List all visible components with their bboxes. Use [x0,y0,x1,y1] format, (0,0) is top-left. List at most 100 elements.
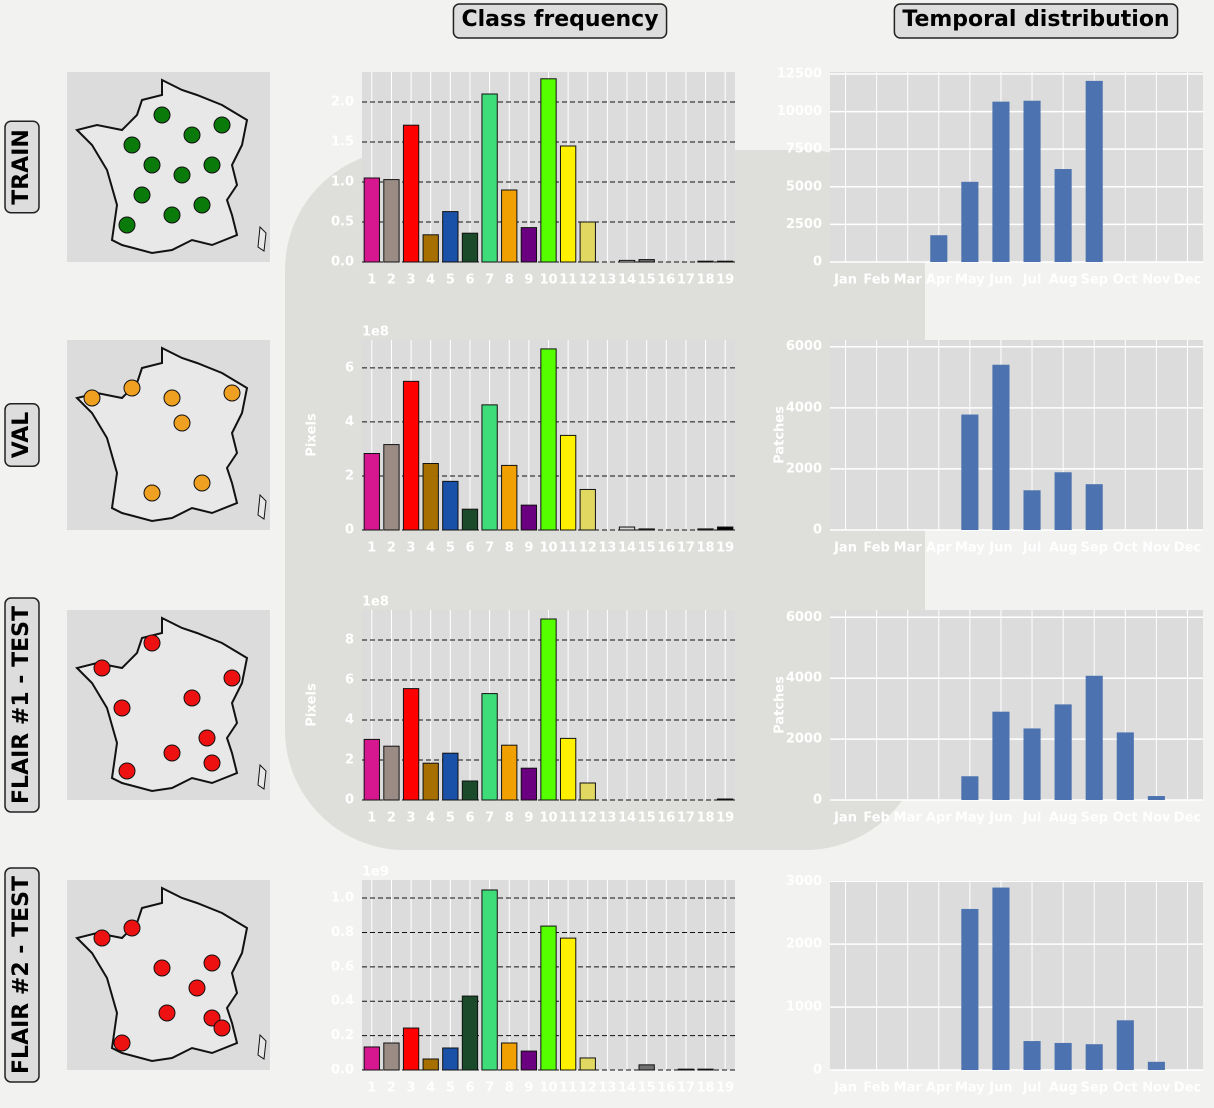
bar [930,235,948,262]
bar [559,737,577,801]
y-tick-label: 7500 [786,142,822,157]
x-tick-label: Jan [833,811,857,826]
y-tick-label: 2 [345,753,354,768]
x-tick-label: Jul [1022,541,1042,556]
y-tick-label: 2 [345,468,354,483]
y-tick-label: 12500 [777,66,822,81]
row-label-box [4,867,40,1083]
x-tick-label: 7 [485,811,494,826]
y-axis-label: Pixels [305,413,320,457]
x-tick-label: 13 [598,1081,616,1096]
bar [501,744,518,801]
x-tick-label: 1 [367,541,376,556]
x-tick-label: 1 [367,1081,376,1096]
bar [992,101,1010,262]
bar [520,227,538,263]
bar [442,211,459,263]
bar [422,1058,439,1071]
x-tick-label: Oct [1113,811,1138,826]
x-tick-label: 6 [465,811,474,826]
x-tick-label: Jan [833,273,857,288]
bar [1085,80,1103,262]
x-tick-label: 16 [657,811,675,826]
map-region [163,389,181,407]
map-region [213,1019,231,1037]
y-axis-label: Patches [773,676,788,734]
x-tick-label: 19 [716,1081,734,1096]
bar [481,693,498,801]
map-region [113,699,131,717]
x-tick-label: May [955,1081,985,1096]
x-tick-label: 13 [598,273,616,288]
x-tick-label: Aug [1049,811,1078,826]
y-tick-label: 0.0 [331,255,354,270]
bar [559,434,577,531]
y-tick-label: 10000 [777,104,822,119]
bar [501,189,518,263]
map-region [163,206,181,224]
bar [717,526,734,531]
x-tick-label: Apr [926,273,952,288]
row-label-box [4,402,40,468]
bar [1085,675,1103,800]
x-tick-label: 9 [524,273,533,288]
x-tick-label: 5 [446,811,455,826]
x-tick-label: 14 [618,811,636,826]
x-tick-label: 4 [426,541,435,556]
bar [579,221,596,263]
map-region [188,979,206,997]
x-tick-label: Apr [926,811,952,826]
map-region [193,474,211,492]
plot-area [830,610,1203,800]
x-tick-label: 15 [638,1081,656,1096]
map-france [75,616,249,793]
x-tick-label: Sep [1080,1081,1108,1096]
y-tick-label: 0.2 [331,1028,354,1043]
bar [461,508,479,531]
x-tick-label: 19 [716,811,734,826]
bar [1023,100,1041,262]
x-tick-label: 12 [579,273,597,288]
x-tick-label: Apr [926,541,952,556]
x-tick-label: May [955,811,985,826]
y-tick-label: 0.0 [331,1063,354,1078]
y-tick-label: 0 [813,1063,822,1078]
x-tick-label: 2 [387,541,396,556]
bar [422,234,439,263]
bar [363,177,380,263]
x-tick-label: 14 [618,541,636,556]
bar [579,1057,596,1071]
x-tick-label: 8 [505,541,514,556]
bar [383,1042,400,1071]
axis-offset: 1e8 [362,325,389,340]
x-tick-label: Nov [1142,1081,1171,1096]
x-tick-label: 17 [677,811,695,826]
bar [501,1042,518,1071]
x-tick-label: Sep [1080,811,1108,826]
x-tick-label: 11 [559,541,577,556]
bar [383,745,400,801]
bar [1054,1042,1072,1070]
bar [540,348,557,531]
bar [461,232,479,263]
x-tick-label: 12 [579,541,597,556]
row-label-group: VAL [4,402,40,468]
bar [638,259,655,263]
bar [559,145,577,263]
x-tick-label: 15 [638,811,656,826]
column-title-box [452,3,668,39]
bar [1054,704,1072,800]
bar [992,711,1010,800]
bar [461,780,479,801]
bar [481,404,498,531]
x-tick-label: 17 [677,273,695,288]
row-label-group: FLAIR #1 - TEST [4,597,40,813]
axis-offset: 1e8 [362,595,389,610]
map-region [173,414,191,432]
bar [1054,169,1072,262]
map-region [93,659,111,677]
bar [677,1068,695,1071]
x-tick-label: 8 [505,1081,514,1096]
bar [697,1068,714,1071]
